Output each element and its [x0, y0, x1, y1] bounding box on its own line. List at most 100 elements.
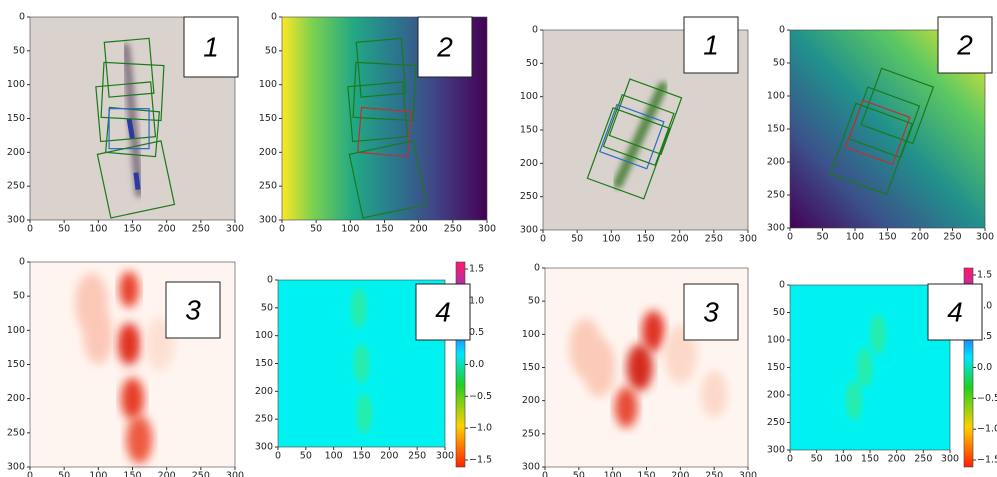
y-tick-label: 0 — [779, 25, 785, 36]
x-tick-label: 200 — [158, 471, 176, 477]
y-tick-label: 0 — [267, 275, 273, 286]
x-tick-label: 0 — [542, 471, 548, 477]
x-tick-label: 150 — [123, 224, 141, 235]
heat-blob — [126, 416, 152, 464]
x-tick-label: 0 — [27, 224, 33, 235]
panel-label: 2 — [436, 31, 453, 62]
heat-blob — [119, 271, 139, 307]
colorbar-tick-label: 0.0 — [469, 359, 484, 370]
x-tick-label: 200 — [158, 224, 176, 235]
y-tick-label: 250 — [767, 190, 785, 201]
y-tick-label: 100 — [522, 329, 540, 340]
x-tick-label: 150 — [123, 471, 141, 477]
panel-label: 1 — [703, 29, 719, 60]
y-tick-label: 100 — [259, 79, 277, 90]
colorbar-tick-label: 1.0 — [469, 295, 484, 306]
colorbar-tick-label: −0.5 — [977, 393, 997, 404]
colorbar-tick-label: −0.5 — [469, 391, 492, 402]
x-tick-label: 0 — [275, 451, 281, 462]
colorbar-tick-label: −1.0 — [977, 424, 997, 435]
y-tick-label: 300 — [767, 445, 785, 456]
y-tick-label: 300 — [255, 442, 273, 453]
x-tick-label: 250 — [914, 454, 932, 465]
x-tick-label: 200 — [911, 232, 929, 243]
x-tick-label: 100 — [89, 224, 107, 235]
heat-blob — [870, 315, 886, 355]
heat-blob — [615, 387, 638, 428]
colorbar-tick-label: 1.5 — [977, 270, 992, 281]
heat-blob — [627, 344, 653, 391]
x-tick-label: 200 — [671, 471, 689, 477]
panel-label: 4 — [947, 296, 963, 327]
y-tick-label: 0 — [534, 263, 540, 274]
x-tick-label: 200 — [671, 234, 689, 245]
panel-label: 2 — [956, 29, 973, 60]
panel: 0501001502002503000501001502002503001 — [7, 12, 244, 235]
x-tick-label: 50 — [571, 234, 583, 245]
x-tick-label: 100 — [604, 471, 622, 477]
x-tick-label: 50 — [58, 471, 70, 477]
panel: 0501001502002503000501001502002503001.51… — [255, 262, 492, 467]
colorbar-tick-label: −1.0 — [469, 423, 492, 434]
y-tick-label: 250 — [522, 428, 540, 439]
y-tick-label: 50 — [13, 291, 25, 302]
x-tick-label: 0 — [540, 234, 546, 245]
x-tick-label: 200 — [410, 224, 428, 235]
y-tick-label: 200 — [522, 395, 540, 406]
x-tick-label: 150 — [352, 451, 370, 462]
x-tick-label: 300 — [739, 471, 757, 477]
y-tick-label: 300 — [259, 215, 277, 226]
x-tick-label: 200 — [380, 451, 398, 462]
x-tick-label: 250 — [192, 224, 210, 235]
y-tick-label: 200 — [7, 147, 25, 158]
y-tick-label: 50 — [265, 45, 277, 56]
y-tick-label: 100 — [767, 91, 785, 102]
heat-blob — [583, 338, 615, 396]
x-tick-label: 0 — [787, 232, 793, 243]
x-tick-label: 50 — [310, 224, 322, 235]
x-tick-label: 100 — [602, 234, 620, 245]
x-tick-label: 250 — [444, 224, 462, 235]
x-tick-label: 50 — [811, 454, 823, 465]
y-tick-label: 150 — [7, 359, 25, 370]
heat-blob — [354, 344, 370, 384]
colorbar-tick-label: −1.5 — [977, 455, 997, 466]
colorbar-tick-label: 0.0 — [977, 362, 992, 373]
y-tick-label: 300 — [522, 462, 540, 473]
x-tick-label: 150 — [878, 232, 896, 243]
panel: 0501001502002503000501001502002503002 — [767, 17, 994, 243]
x-tick-label: 300 — [226, 224, 244, 235]
y-tick-label: 150 — [255, 358, 273, 369]
x-tick-label: 250 — [705, 471, 723, 477]
y-tick-label: 200 — [7, 393, 25, 404]
y-tick-label: 50 — [773, 58, 785, 69]
heat-blob — [642, 311, 665, 352]
panel-label: 1 — [203, 31, 219, 62]
y-tick-label: 50 — [261, 302, 273, 313]
colorbar-tick-label: 1.5 — [469, 264, 484, 275]
x-tick-label: 150 — [861, 454, 879, 465]
x-tick-label: 300 — [739, 234, 757, 245]
y-tick-label: 100 — [520, 91, 538, 102]
y-tick-label: 250 — [7, 427, 25, 438]
x-tick-label: 100 — [834, 454, 852, 465]
x-tick-label: 150 — [375, 224, 393, 235]
y-tick-label: 150 — [520, 125, 538, 136]
y-tick-label: 200 — [767, 157, 785, 168]
heat-blob — [846, 381, 862, 421]
y-tick-label: 300 — [767, 223, 785, 234]
x-tick-label: 300 — [478, 224, 496, 235]
y-tick-label: 200 — [259, 147, 277, 158]
y-tick-label: 100 — [7, 325, 25, 336]
colorbar-tick-label: −1.5 — [469, 455, 492, 466]
y-tick-label: 0 — [271, 12, 277, 23]
y-tick-label: 250 — [259, 181, 277, 192]
x-tick-label: 0 — [279, 224, 285, 235]
y-tick-label: 150 — [767, 124, 785, 135]
x-tick-label: 250 — [192, 471, 210, 477]
heat-blob — [84, 310, 114, 364]
x-tick-label: 250 — [943, 232, 961, 243]
x-tick-label: 300 — [226, 471, 244, 477]
y-tick-label: 50 — [526, 58, 538, 69]
